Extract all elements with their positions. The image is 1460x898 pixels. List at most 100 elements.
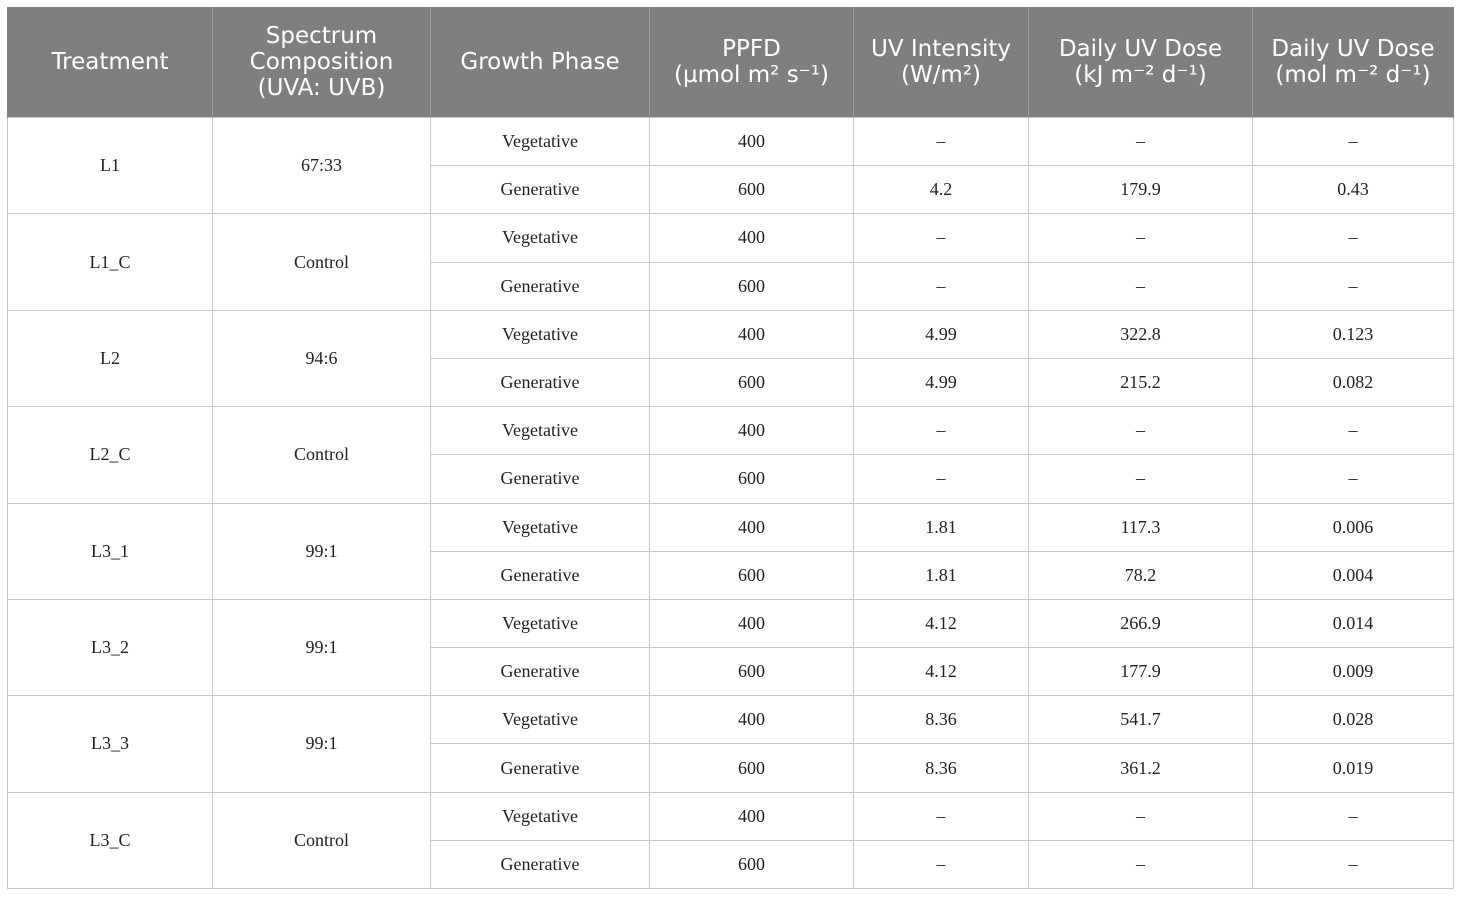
header-row: Treatment Spectrum Composition (UVA: UVB) Gr… (7, 7, 1454, 118)
growth-phase-cell: Generative (430, 743, 650, 793)
treatment-cell: L2_C (7, 406, 213, 504)
uv-intensity-cell: 4.99 (853, 357, 1029, 408)
daily-uv-dose-kj-cell: – (1028, 791, 1253, 841)
treatment-cell: L3_3 (7, 695, 213, 793)
treatment-cell: L3_1 (7, 502, 213, 600)
daily-uv-dose-mol-cell: – (1252, 261, 1454, 311)
growth-phase-cell: Generative (430, 454, 650, 504)
ppfd-cell: 400 (649, 598, 854, 649)
growth-phase-cell: Vegetative (430, 116, 650, 167)
growth-phase-cell: Generative (430, 165, 650, 215)
growth-phase-cell: Vegetative (430, 213, 650, 263)
column-header-line: (mol m⁻² d⁻¹) (1275, 62, 1431, 88)
ppfd-cell: 400 (649, 791, 854, 841)
table-row: Generative 600– – – (8, 261, 1454, 311)
uv-intensity-cell: – (853, 406, 1029, 456)
growth-phase-cell: Generative (430, 261, 650, 311)
column-header-line: Treatment (51, 49, 169, 75)
daily-uv-dose-kj-cell: 117.3 (1028, 502, 1253, 552)
daily-uv-dose-mol-cell: 0.082 (1252, 357, 1454, 408)
header-growth-phase: Growth Phase (430, 7, 650, 118)
spectrum-composition-cell: 99:1 (212, 598, 431, 697)
uv-intensity-cell: 1.81 (853, 502, 1029, 552)
ppfd-cell: 400 (649, 309, 854, 359)
ppfd-cell: 600 (649, 261, 854, 311)
treatment-cell: L1_C (7, 213, 213, 311)
table-row: Generative 600 1.81 78.2 0.004 (8, 550, 1454, 600)
growth-phase-cell: Vegetative (430, 406, 650, 456)
daily-uv-dose-mol-cell: 0.014 (1252, 598, 1454, 649)
column-header-line: Daily UV Dose (1271, 36, 1435, 62)
column-header-line: UV Intensity (871, 36, 1011, 62)
header-spectrum-composition: Spectrum Composition (UVA: UVB) (212, 7, 431, 118)
growth-phase-cell: Vegetative (430, 309, 650, 359)
daily-uv-dose-kj-cell: – (1028, 116, 1253, 167)
spectrum-composition-cell: Control (212, 406, 431, 504)
uv-intensity-cell: – (853, 213, 1029, 263)
header-ppfd: PPFD (µmol m² s⁻¹) (649, 7, 854, 118)
table-row: L2 94:6 Vegetative 400 4.99 322.8 0.123 (7, 309, 1454, 408)
growth-phase-cell: Generative (430, 357, 650, 408)
ppfd-cell: 600 (649, 550, 854, 600)
daily-uv-dose-mol-cell: 0.43 (1252, 165, 1454, 215)
daily-uv-dose-kj-cell: 177.9 (1028, 647, 1253, 697)
ppfd-cell: 400 (649, 116, 854, 167)
daily-uv-dose-mol-cell: – (1252, 839, 1454, 890)
ppfd-cell: 400 (649, 213, 854, 263)
daily-uv-dose-mol-cell: – (1252, 116, 1454, 167)
daily-uv-dose-mol-cell: 0.019 (1252, 743, 1454, 793)
daily-uv-dose-kj-cell: 179.9 (1028, 165, 1253, 215)
spectrum-composition-cell: 99:1 (212, 695, 431, 793)
growth-phase-cell: Vegetative (430, 502, 650, 552)
daily-uv-dose-kj-cell: 322.8 (1028, 309, 1253, 359)
treatment-cell: L3_2 (7, 598, 213, 697)
ppfd-cell: 600 (649, 165, 854, 215)
column-header-line: (UVA: UVB) (257, 75, 386, 101)
daily-uv-dose-kj-cell: 215.2 (1028, 357, 1253, 408)
uv-intensity-cell: – (853, 261, 1029, 311)
spectrum-composition-cell: Control (212, 213, 431, 311)
uv-intensity-cell: 4.99 (853, 309, 1029, 359)
uv-intensity-cell: – (853, 116, 1029, 167)
daily-uv-dose-kj-cell: – (1028, 406, 1253, 456)
daily-uv-dose-kj-cell: – (1028, 213, 1253, 263)
spectrum-composition-cell: 94:6 (212, 309, 431, 408)
growth-phase-cell: Generative (430, 647, 650, 697)
column-header-line: Daily UV Dose (1058, 36, 1223, 62)
table-row: L3_3 99:1 Vegetative 400 8.36 541.7 0.028 (7, 695, 1454, 793)
table-row: Generative 600 4.99 215.2 0.082 (8, 357, 1454, 408)
header-uv-intensity: UV Intensity (W/m²) (853, 7, 1029, 118)
daily-uv-dose-mol-cell: 0.009 (1252, 647, 1454, 697)
uv-intensity-cell: 4.2 (853, 165, 1029, 215)
treatment-cell: L3_C (7, 791, 213, 890)
column-header-line: Composition (249, 49, 394, 75)
ppfd-cell: 600 (649, 454, 854, 504)
table-row: Generative 600 4.2 179.9 0.43 (8, 165, 1454, 215)
daily-uv-dose-mol-cell: – (1252, 406, 1454, 456)
daily-uv-dose-kj-cell: 266.9 (1028, 598, 1253, 649)
ppfd-cell: 600 (649, 357, 854, 408)
ppfd-cell: 400 (649, 502, 854, 552)
table-row: L3_2 99:1 Vegetative 400 4.12 266.9 0.014 (7, 598, 1454, 697)
growth-phase-cell: Vegetative (430, 695, 650, 745)
header-daily-uv-dose-mol: Daily UV Dose (mol m⁻² d⁻¹) (1252, 7, 1454, 118)
spectrum-composition-cell: 99:1 (212, 502, 431, 600)
daily-uv-dose-mol-cell: – (1252, 213, 1454, 263)
uv-intensity-cell: – (853, 839, 1029, 890)
ppfd-cell: 600 (649, 743, 854, 793)
table-row: L3_1 99:1 Vegetative 400 1.81 117.3 0.006 (7, 502, 1454, 600)
growth-phase-cell: Vegetative (430, 791, 650, 841)
treatment-cell: L2 (7, 309, 213, 408)
header-treatment: Treatment (7, 7, 213, 118)
uv-intensity-cell: – (853, 454, 1029, 504)
column-header-line: (W/m²) (900, 62, 982, 88)
daily-uv-dose-kj-cell: 541.7 (1028, 695, 1253, 745)
uv-intensity-cell: – (853, 791, 1029, 841)
daily-uv-dose-kj-cell: – (1028, 261, 1253, 311)
daily-uv-dose-kj-cell: 361.2 (1028, 743, 1253, 793)
daily-uv-dose-mol-cell: – (1252, 454, 1454, 504)
table-row: L1_C Control Vegetative 400– – – (7, 213, 1454, 311)
daily-uv-dose-mol-cell: 0.006 (1252, 502, 1454, 552)
daily-uv-dose-mol-cell: – (1252, 791, 1454, 841)
table-header: Treatment Spectrum Composition (UVA: UVB) Gr… (7, 7, 1454, 118)
